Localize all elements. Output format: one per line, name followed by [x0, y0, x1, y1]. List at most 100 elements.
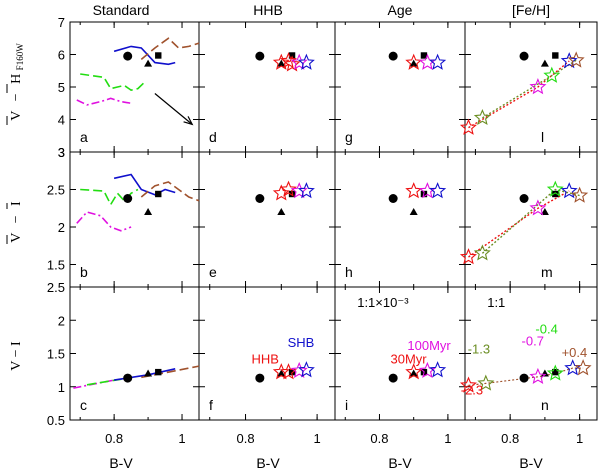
x-tick-label: 0.8	[236, 431, 254, 446]
star-marker-red	[283, 55, 301, 72]
star-marker-red	[459, 376, 477, 393]
reference-square	[288, 52, 296, 59]
annotation-label: -1.3	[468, 342, 490, 357]
reference-triangle	[409, 59, 418, 67]
y-tick-label: 7	[58, 15, 65, 30]
x-tick-label: 1	[576, 431, 583, 446]
star-marker-blue	[429, 53, 447, 70]
reference-triangle	[409, 208, 418, 215]
star-marker-blue	[560, 182, 578, 199]
reference-square	[552, 368, 559, 376]
reference-circle	[255, 51, 265, 61]
star-marker-red	[405, 53, 423, 70]
panel-frame-r2-c2	[198, 151, 336, 288]
panel-letter-d: d	[209, 129, 217, 145]
x-tick-label: 0.8	[105, 431, 123, 446]
curve-magenta-row2	[76, 211, 132, 232]
annotation-label: -2.3	[461, 383, 483, 398]
panel-frame-r1-c1	[69, 21, 200, 153]
star-marker-magenta	[290, 361, 308, 379]
reference-triangle	[277, 59, 286, 67]
reference-triangle	[144, 208, 153, 215]
curve-blue-row1	[113, 45, 176, 66]
star-marker-brown	[571, 186, 589, 203]
reference-triangle	[277, 208, 286, 215]
y-tick-label: 2	[58, 313, 65, 328]
xlabel-hhb: B-V	[256, 455, 280, 471]
star-marker-red	[272, 184, 290, 201]
y-tick-label: 6	[58, 48, 65, 63]
ylabel-row-1-second: H	[9, 74, 24, 84]
y-tick-label: 4	[58, 113, 65, 128]
x-tick-label: 0.8	[370, 431, 388, 446]
annotation-label: 30Myr	[390, 351, 427, 366]
reference-square	[420, 52, 428, 59]
ylabel-row-3-main: V	[9, 361, 24, 371]
star-marker-blue	[429, 361, 447, 378]
panel-letter-l: l	[541, 129, 544, 145]
panel-letter-c: c	[80, 397, 87, 413]
reference-square	[155, 190, 162, 198]
reference-circle	[123, 194, 133, 203]
y-tick-label: 2.5	[47, 280, 65, 295]
annotation-label: HHB	[251, 351, 278, 366]
reference-square	[288, 368, 296, 376]
panel-frame-r2-c3	[334, 151, 466, 288]
panel-letter-e: e	[209, 264, 217, 280]
y-tick-label: 5	[58, 80, 65, 95]
curve-brown-row3	[141, 365, 200, 379]
panel-frame-r1-c4	[464, 21, 598, 153]
x-tick-label: 1	[178, 431, 185, 446]
reference-square	[552, 52, 559, 59]
metallicity-line-olive-row1	[482, 59, 577, 119]
reference-circle	[519, 194, 529, 203]
metallicity-line-red-row1	[468, 60, 570, 129]
y-tick-label: 1.5	[47, 258, 65, 273]
star-marker-red	[405, 182, 423, 199]
reference-triangle	[144, 59, 153, 67]
curve-brown-row2	[140, 181, 200, 202]
curve-green-row1	[80, 73, 146, 92]
y-tick-label: 2	[58, 220, 65, 235]
svg-text:V − I: V − I	[9, 201, 24, 243]
panel-letter-b: b	[80, 264, 88, 280]
svg-text:V − I: V − I	[9, 341, 24, 371]
star-marker-green	[546, 180, 564, 197]
arrow-shaft	[154, 93, 193, 125]
panel-frame-r3-c1	[69, 286, 200, 421]
column-title-fe-h: [Fe/H]	[512, 2, 550, 18]
star-marker-red	[279, 180, 297, 197]
ylabel-row-1-main: V	[9, 111, 24, 121]
reference-square	[155, 368, 162, 376]
curve-green-row2	[80, 188, 139, 207]
column-title-standard: Standard	[93, 2, 150, 18]
reference-triangle	[277, 369, 286, 377]
y-tick-label: 3	[58, 145, 65, 160]
star-marker-red	[272, 53, 290, 70]
panel-letter-n: n	[541, 397, 549, 413]
ylabel-row-2: V − I	[6, 201, 24, 244]
annotation-label: 1:1	[487, 295, 505, 310]
curve-brown-row1	[140, 37, 200, 61]
annotation-label: -0.7	[522, 334, 544, 349]
reference-circle	[388, 51, 398, 61]
star-marker-green	[543, 66, 561, 83]
star-marker-magenta	[529, 367, 547, 384]
star-marker-red	[459, 118, 477, 135]
ylabel-row-2-second: I	[9, 201, 24, 206]
x-tick-label: 0.8	[501, 431, 519, 446]
svg-text:V − H F160W: V − H F160W	[9, 43, 25, 121]
annotation-label: SHB	[288, 335, 315, 350]
y-tick-label: 0.5	[47, 413, 65, 428]
reference-triangle	[409, 369, 418, 377]
y-tick-label: 1	[58, 380, 65, 395]
annotation-label: +0.4	[562, 345, 588, 360]
column-title-hhb: HHB	[253, 2, 283, 18]
ylabel-row-1: V − H F160W	[6, 43, 25, 125]
reference-circle	[255, 194, 265, 203]
ylabel-row-2-main: V	[9, 233, 24, 243]
star-marker-green	[546, 364, 564, 381]
star-marker-brown	[567, 51, 585, 68]
